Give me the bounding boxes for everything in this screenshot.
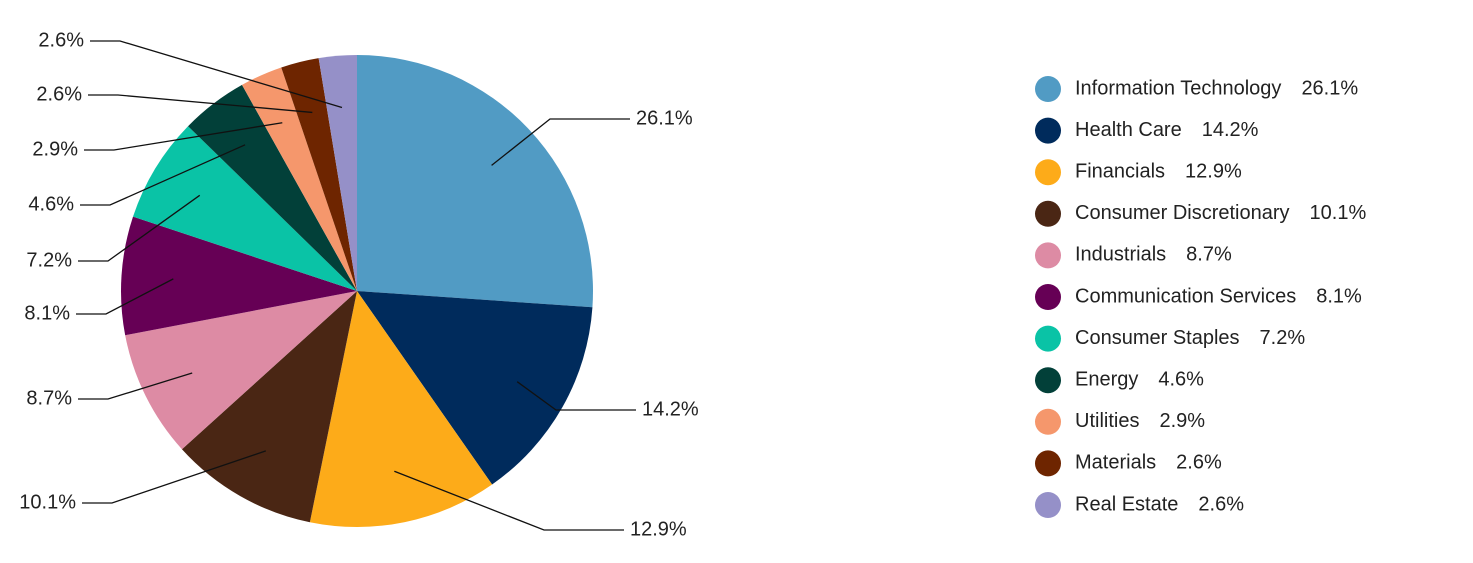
legend-marker xyxy=(1035,492,1061,518)
legend-label: Industrials xyxy=(1075,244,1166,266)
legend-label: Information Technology xyxy=(1075,77,1281,99)
leader-line xyxy=(491,118,630,166)
legend-value: 8.7% xyxy=(1186,244,1232,266)
slice-label: 8.7% xyxy=(26,387,72,409)
legend-value: 14.2% xyxy=(1202,119,1259,141)
pie-slice xyxy=(125,291,357,450)
legend-label: Health Care xyxy=(1075,119,1182,141)
leader-line xyxy=(88,94,313,114)
legend-label: Materials xyxy=(1075,452,1156,474)
pie-slice xyxy=(309,291,493,527)
leader-line xyxy=(78,194,201,262)
pie-slice xyxy=(121,216,357,336)
leader-line xyxy=(84,122,283,151)
leader-line xyxy=(78,372,193,400)
leader-line xyxy=(80,144,246,206)
legend-value: 4.6% xyxy=(1158,368,1204,390)
legend-value: 2.6% xyxy=(1176,452,1222,474)
legend-marker xyxy=(1035,284,1061,310)
legend-marker xyxy=(1035,200,1061,227)
legend-label: Financials xyxy=(1075,160,1165,182)
legend-label: Consumer Discretionary xyxy=(1075,202,1290,224)
slice-label: 2.6% xyxy=(36,83,82,105)
leader-line xyxy=(516,381,636,411)
slice-label: 14.2% xyxy=(642,398,699,420)
legend-marker xyxy=(1035,242,1061,269)
pie-slice xyxy=(357,55,593,308)
legend-value: 8.1% xyxy=(1316,285,1362,307)
legend-label: Energy xyxy=(1075,368,1138,390)
leader-line xyxy=(76,278,174,315)
legend-marker xyxy=(1035,408,1061,435)
legend-marker xyxy=(1035,76,1061,102)
pie-slice xyxy=(281,58,357,291)
legend-marker xyxy=(1035,117,1061,144)
slice-label: 7.2% xyxy=(26,249,72,271)
slice-label: 12.9% xyxy=(630,518,687,540)
pie-slice xyxy=(242,67,357,291)
legend-label: Consumer Staples xyxy=(1075,327,1240,349)
legend-label: Utilities xyxy=(1075,410,1139,432)
slice-label: 2.6% xyxy=(38,29,84,51)
slice-label: 26.1% xyxy=(636,107,693,129)
legend-marker xyxy=(1035,450,1061,477)
pie-slice xyxy=(357,291,593,485)
leader-line xyxy=(394,470,624,531)
legend-value: 26.1% xyxy=(1301,77,1358,99)
slice-label: 4.6% xyxy=(28,193,74,215)
leader-line xyxy=(82,450,267,504)
legend-value: 10.1% xyxy=(1310,202,1367,224)
legend-marker xyxy=(1035,159,1061,186)
slice-label: 8.1% xyxy=(24,302,70,324)
pie-slice xyxy=(133,126,357,291)
pie-slice xyxy=(318,55,357,291)
legend-label: Real Estate xyxy=(1075,493,1178,515)
legend-marker xyxy=(1035,367,1061,394)
legend-value: 12.9% xyxy=(1185,160,1242,182)
legend-value: 2.6% xyxy=(1198,493,1244,515)
legend-value: 2.9% xyxy=(1159,410,1205,432)
legend-value: 7.2% xyxy=(1260,327,1306,349)
legend-marker xyxy=(1035,325,1061,352)
legend-label: Communication Services xyxy=(1075,285,1296,307)
slice-label: 10.1% xyxy=(19,491,76,513)
pie-slice xyxy=(188,84,357,291)
slice-label: 2.9% xyxy=(32,138,78,160)
leader-line xyxy=(90,40,343,109)
